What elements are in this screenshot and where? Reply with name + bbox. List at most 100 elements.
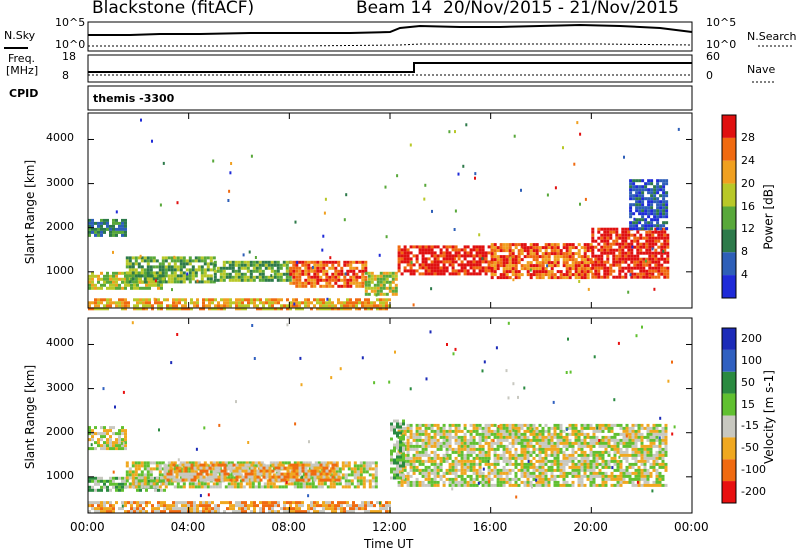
heatmap-cell bbox=[502, 456, 506, 460]
heatmap-cell bbox=[203, 262, 207, 266]
heatmap-cell bbox=[517, 255, 521, 259]
heatmap-cell bbox=[358, 260, 362, 264]
heatmap-cell bbox=[643, 435, 647, 439]
heatmap-cell bbox=[666, 266, 670, 270]
heatmap-cell bbox=[316, 263, 320, 267]
heatmap-cell bbox=[661, 462, 665, 466]
heatmap-cell bbox=[393, 431, 396, 435]
heatmap-cell bbox=[307, 260, 311, 264]
heatmap-cell bbox=[316, 469, 320, 473]
heatmap-cell bbox=[385, 304, 388, 308]
heatmap-cell bbox=[469, 453, 473, 457]
heatmap-cell bbox=[520, 441, 524, 445]
heatmap-cell bbox=[532, 462, 536, 466]
heatmap-cell bbox=[469, 474, 473, 478]
heatmap-cell bbox=[325, 272, 329, 276]
heatmap-cell bbox=[547, 246, 551, 250]
heatmap-cell bbox=[651, 230, 655, 234]
heatmap-cell bbox=[586, 465, 590, 469]
heatmap-cell bbox=[652, 462, 656, 466]
heatmap-cell bbox=[256, 307, 259, 311]
heatmap-cell bbox=[197, 485, 201, 489]
heatmap-cell bbox=[496, 453, 500, 457]
heatmap-cell bbox=[358, 298, 361, 302]
heatmap-cell bbox=[227, 476, 231, 480]
heatmap-cell bbox=[316, 269, 320, 273]
heatmap-cell bbox=[615, 263, 619, 267]
heatmap-cell bbox=[301, 478, 305, 482]
heatmap-cell bbox=[331, 263, 335, 267]
heatmap-cell bbox=[448, 426, 452, 430]
heatmap-cell bbox=[648, 239, 652, 243]
heatmap-cell bbox=[94, 501, 97, 505]
heatmap-cell bbox=[235, 307, 238, 311]
heatmap-cell bbox=[448, 263, 452, 267]
heatmap-cell bbox=[490, 267, 494, 271]
heatmap-cell bbox=[337, 269, 341, 273]
heatmap-cell bbox=[586, 456, 590, 460]
heatmap-cell bbox=[137, 485, 141, 489]
heatmap-cell bbox=[337, 263, 341, 267]
heatmap-cell bbox=[316, 472, 320, 476]
heatmap-cell bbox=[463, 251, 467, 255]
heatmap-cell bbox=[478, 459, 482, 463]
heatmap-cell bbox=[445, 429, 449, 433]
heatmap-cell bbox=[158, 485, 162, 489]
heatmap-cell bbox=[505, 429, 509, 433]
heatmap-cell bbox=[316, 272, 320, 276]
heatmap-cell bbox=[638, 194, 642, 198]
heatmap-cell bbox=[433, 432, 437, 436]
heatmap-cell bbox=[396, 443, 399, 447]
heatmap-cell bbox=[287, 482, 291, 486]
heatmap-cell bbox=[460, 266, 464, 270]
heatmap-cell bbox=[589, 441, 593, 445]
heatmap-cell bbox=[433, 441, 437, 445]
heatmap-cell bbox=[91, 476, 94, 480]
heatmap-cell bbox=[112, 510, 115, 514]
heatmap-cell bbox=[502, 459, 506, 463]
heatmap-cell bbox=[499, 249, 503, 253]
heatmap-cell bbox=[592, 456, 596, 460]
heatmap-cell bbox=[258, 278, 262, 282]
heatmap-cell bbox=[627, 245, 631, 249]
heatmap-cell bbox=[547, 438, 551, 442]
heatmap-cell bbox=[661, 450, 665, 454]
heatmap-cell bbox=[256, 298, 259, 302]
heatmap-cell bbox=[478, 269, 482, 273]
heatmap-cell bbox=[334, 281, 338, 285]
heatmap-cell bbox=[390, 428, 393, 432]
heatmap-cell bbox=[361, 275, 365, 279]
heatmap-cell bbox=[553, 456, 557, 460]
heatmap-cell bbox=[439, 444, 443, 448]
heatmap-cell bbox=[131, 271, 135, 275]
heatmap-cell bbox=[595, 438, 599, 442]
heatmap-cell bbox=[514, 432, 518, 436]
heatmap-cell bbox=[445, 269, 449, 273]
heatmap-cell bbox=[646, 468, 650, 472]
heatmap-cell bbox=[349, 298, 352, 302]
heatmap-cell bbox=[502, 273, 506, 277]
heatmap-cell bbox=[660, 242, 664, 246]
heatmap-cell bbox=[152, 265, 156, 269]
heatmap-cell bbox=[562, 468, 566, 472]
heatmap-cell bbox=[184, 475, 188, 479]
heatmap-cell bbox=[146, 485, 150, 489]
heatmap-cell bbox=[666, 251, 670, 255]
heatmap-cell bbox=[332, 482, 336, 486]
heatmap-cell bbox=[206, 262, 210, 266]
heatmap-cell bbox=[355, 307, 358, 311]
heatmap-cell bbox=[322, 278, 326, 282]
heatmap-cell bbox=[103, 482, 106, 486]
heatmap-cell bbox=[97, 280, 100, 284]
heatmap-cell bbox=[276, 269, 280, 273]
heatmap-speck bbox=[662, 249, 665, 253]
heatmap-cell bbox=[365, 479, 369, 483]
heatmap-cell bbox=[124, 504, 127, 508]
heatmap-cell bbox=[356, 482, 360, 486]
heatmap-cell bbox=[298, 469, 302, 473]
heatmap-speck bbox=[296, 260, 299, 264]
heatmap-cell bbox=[367, 274, 371, 278]
heatmap-cell bbox=[298, 284, 302, 288]
heatmap-cell bbox=[100, 501, 103, 505]
heatmap-cell bbox=[603, 269, 607, 273]
